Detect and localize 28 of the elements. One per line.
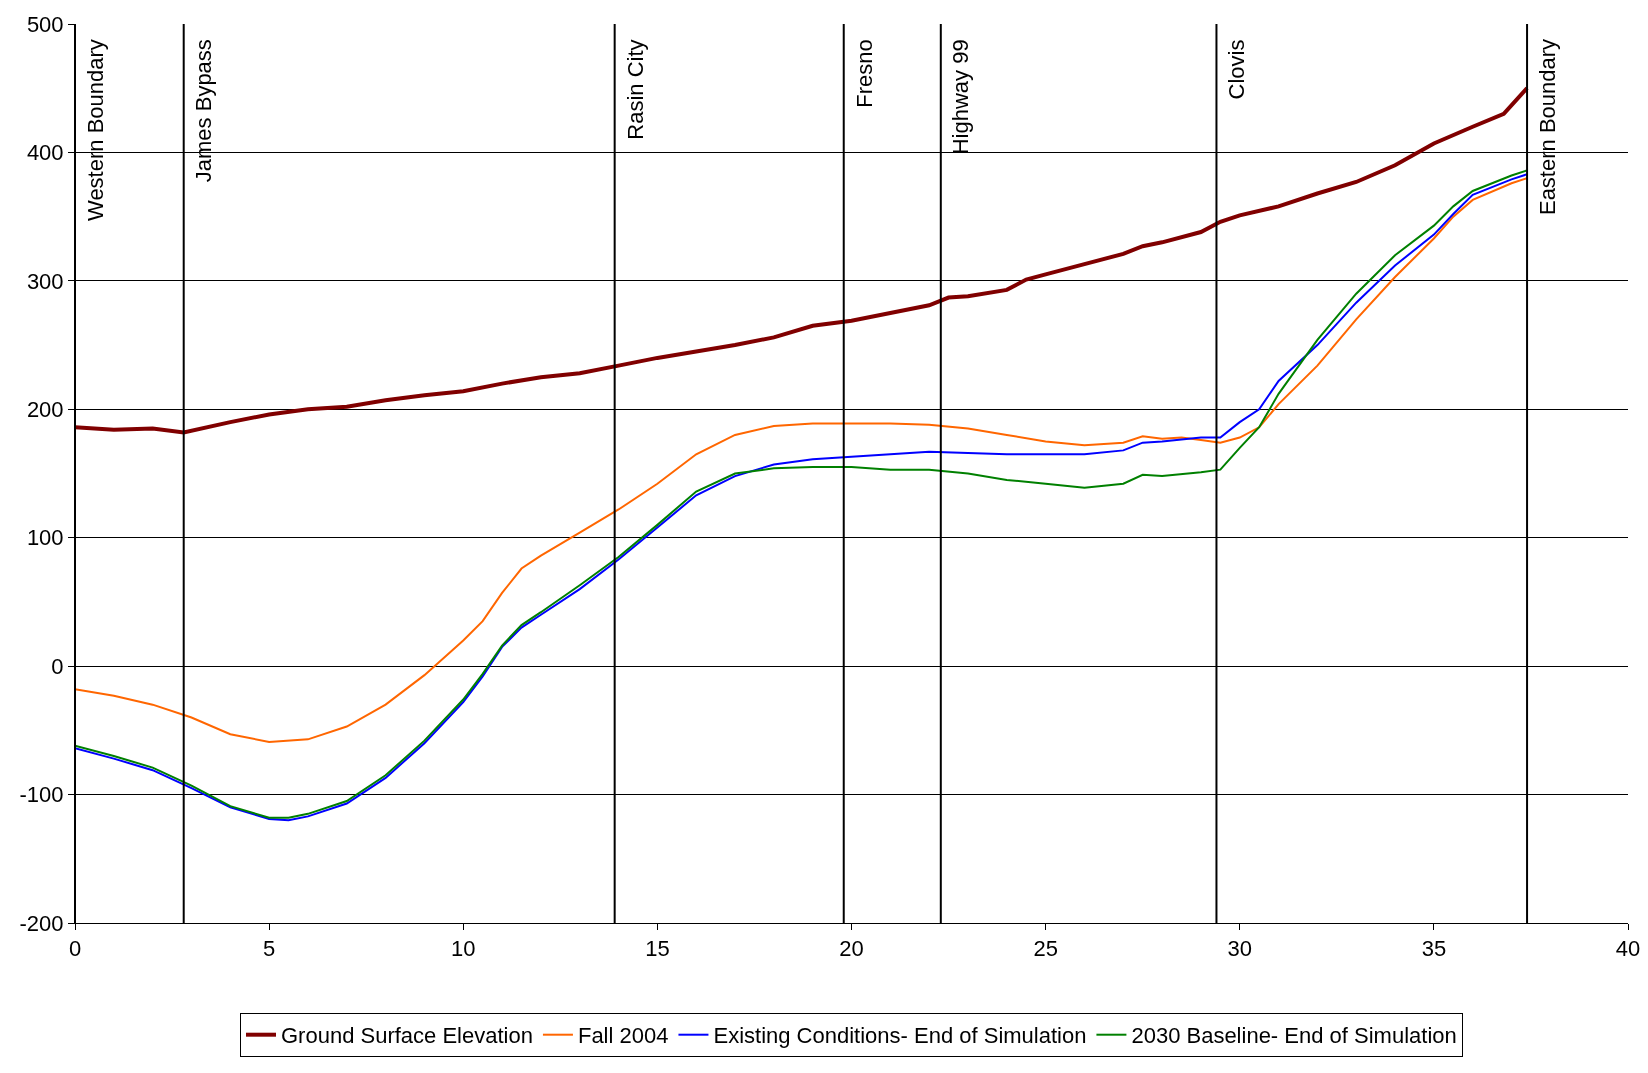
- y-tick-label: 400: [26, 140, 64, 166]
- x-tick-label: 5: [263, 936, 276, 962]
- x-tick-label: 35: [1421, 936, 1447, 962]
- y-tick-label: 0: [51, 653, 64, 679]
- ref-line-label: Clovis: [1224, 39, 1250, 100]
- y-tick-label: -100: [19, 782, 64, 808]
- x-tick-label: 40: [1615, 936, 1641, 962]
- legend-label: Fall 2004: [577, 1023, 669, 1049]
- x-tick-label: 0: [68, 936, 82, 962]
- y-tick-label: 300: [26, 268, 64, 294]
- ref-line-label: Fresno: [851, 39, 877, 108]
- ref-line-label: Western Boundary: [83, 39, 109, 221]
- x-tick-label: 25: [1033, 936, 1058, 962]
- x-tick-label: 15: [645, 936, 670, 962]
- ref-line-label: Highway 99: [948, 39, 974, 155]
- y-tick-label: 200: [26, 396, 64, 422]
- y-tick-label: 500: [26, 11, 64, 37]
- ref-line-label: Rasin City: [622, 39, 648, 140]
- legend-label: Ground Surface Elevation: [281, 1023, 533, 1049]
- ref-line-label: James Bypass: [191, 39, 217, 183]
- ref-line-label: Eastern Boundary: [1535, 38, 1561, 216]
- x-tick-label: 20: [839, 936, 864, 962]
- y-tick-label: 100: [26, 525, 64, 551]
- legend-label: Existing Conditions- End of Simulation: [713, 1023, 1087, 1049]
- x-tick-label: 10: [451, 936, 476, 962]
- y-tick-label: -200: [19, 910, 64, 936]
- legend-label: 2030 Baseline- End of Simulation: [1131, 1023, 1457, 1049]
- x-tick-label: 30: [1227, 936, 1252, 962]
